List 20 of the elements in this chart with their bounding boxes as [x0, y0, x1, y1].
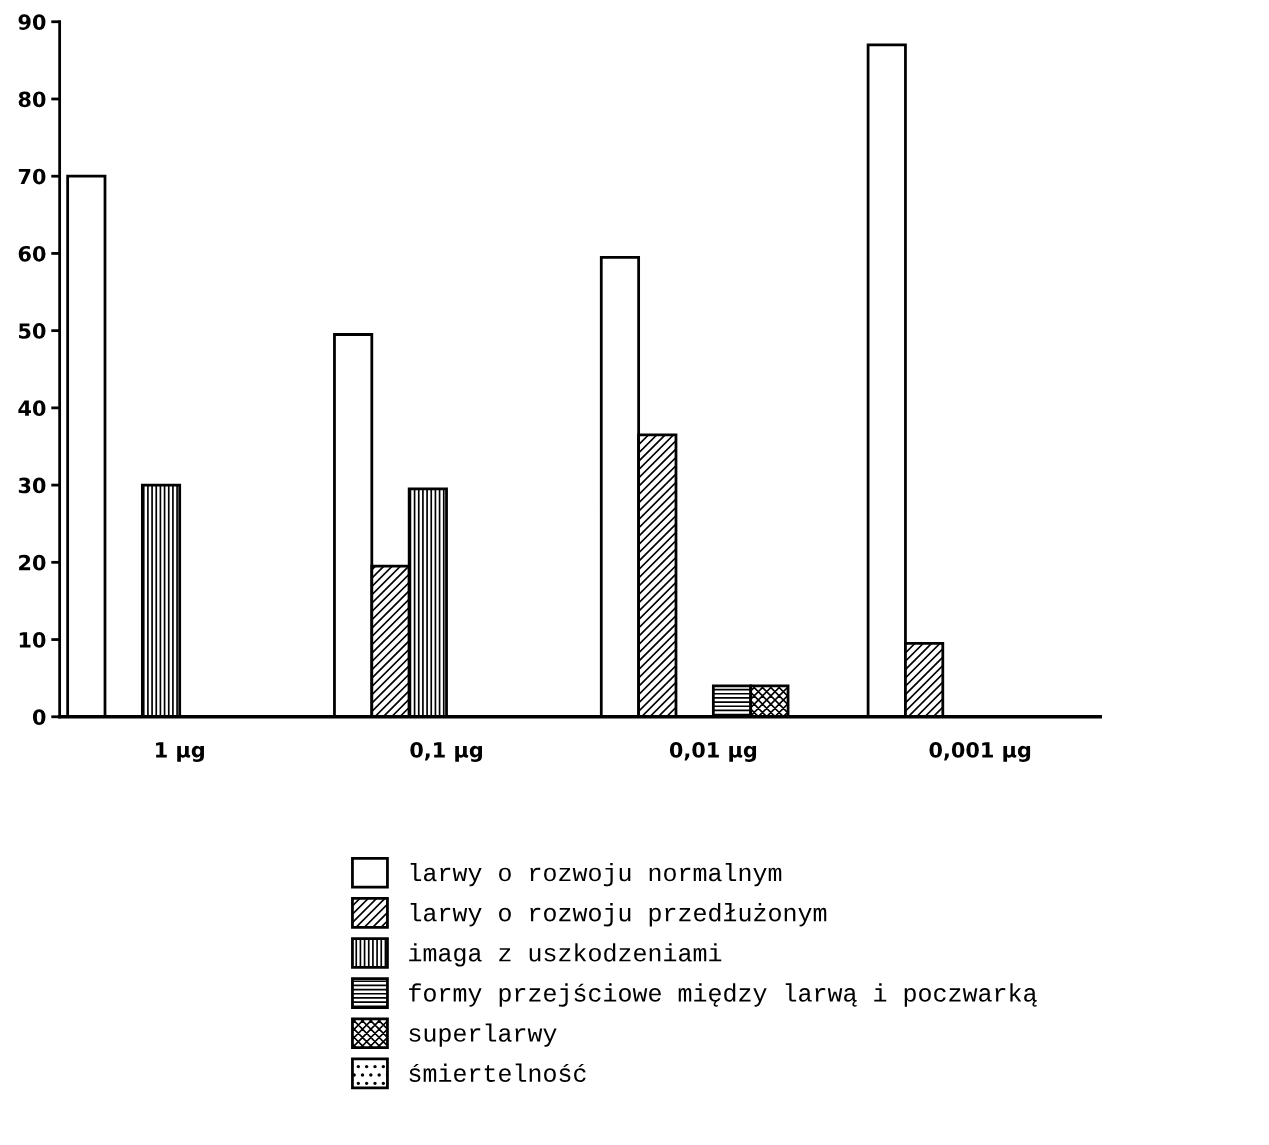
- legend-label: imaga z uszkodzeniami: [409, 943, 722, 967]
- legend-label: formy przejściowe między larwą i poczwarką: [409, 983, 1037, 1007]
- y-tick-label: 80: [18, 91, 46, 108]
- legend-label: larwy o rozwoju normalnym: [410, 862, 782, 887]
- y-tick-label: 90: [18, 14, 46, 30]
- y-tick-label: 10: [19, 632, 46, 648]
- x-tick-label: 0,01 µg: [669, 741, 757, 762]
- legend-label: superlarwy: [409, 1023, 557, 1047]
- y-tick-label: 70: [18, 168, 46, 185]
- legend-label: larwy o rozwoju przedłużonym: [410, 903, 827, 927]
- y-tick-label: 60: [18, 245, 46, 262]
- y-tick-label: 30: [18, 477, 46, 494]
- x-tick-label: 0,1 µg: [410, 741, 482, 762]
- y-tick-label: 40: [18, 400, 46, 417]
- legend-label: śmiertelność: [409, 1063, 586, 1082]
- y-tick-label: 50: [19, 323, 46, 339]
- y-tick-label: 20: [19, 554, 46, 571]
- x-tick-label: 1 µg: [156, 742, 204, 762]
- x-tick-label: 0,001 µg: [929, 741, 1031, 762]
- y-tick-label: 0: [32, 709, 46, 725]
